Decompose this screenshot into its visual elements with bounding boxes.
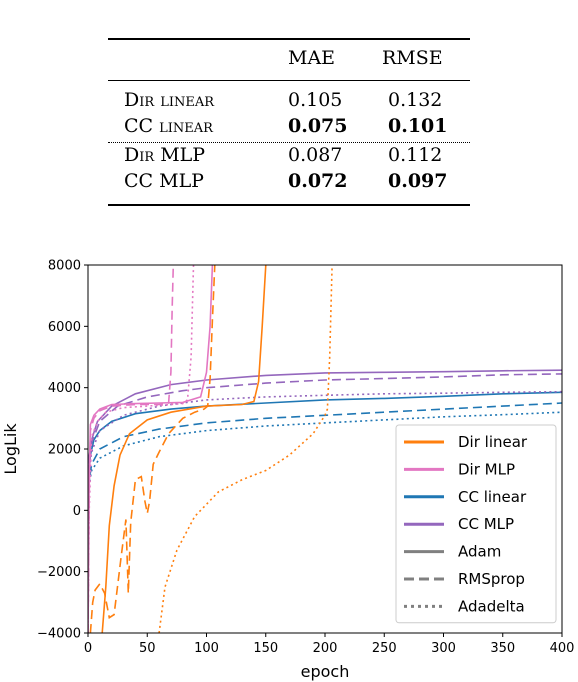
series-line-cc-mlp-rmsprop [88,373,562,474]
series-line-cc-linear-adam [88,391,562,486]
row-rmse-value: 0.097 [388,170,448,192]
row-rmse-value: 0.101 [388,115,448,137]
series-line-cc-mlp-adam [88,369,562,465]
row-mae-value: 0.072 [288,170,348,192]
x-tick-label: 350 [490,641,515,656]
row-model-name: Dir MLP [124,144,206,166]
legend-label: Adam [458,543,501,561]
series-line-dir-linear-adam [101,265,267,633]
x-tick-label: 200 [313,641,338,656]
row-rmse-value: 0.132 [388,89,443,111]
axes-layer: 0 50 100 150 200 250 300 350 400 −4000 −2000 0 2000 4… [37,259,574,657]
series-line-cc-linear-rmsprop [88,402,562,490]
table-dotted-rule [108,142,470,143]
x-tick-label: 250 [372,641,397,656]
x-tick-label: 150 [253,641,278,656]
row-mae-value: 0.087 [288,144,343,166]
row-mae-value: 0.105 [288,89,343,111]
legend-label: RMSprop [458,570,525,588]
loglik-chart: 0 50 100 150 200 250 300 350 400 −4000 −2000 0 2000 4… [1,259,574,682]
series-line-dir-mlp-adam [88,265,214,633]
table-bottom-rule [108,204,470,206]
table-mid-rule [108,80,470,81]
y-tick-label: −4000 [37,627,81,642]
y-tick-label: 8000 [48,259,81,274]
x-tick-label: 0 [84,641,92,656]
legend-label: CC MLP [458,515,514,533]
x-axis-label: epoch [301,662,350,681]
series-line-cc-linear-adadelta [88,411,562,493]
row-model-name: Dir linear [124,89,215,111]
y-tick-label: 6000 [48,320,81,335]
row-rmse-value: 0.112 [388,144,443,166]
x-tick-label: 100 [194,641,219,656]
header-mae: MAE [288,47,336,69]
header-rmse: RMSE [382,47,443,69]
x-tick-label: 50 [139,641,156,656]
series-layer [88,265,562,633]
series-line-dir-linear-adadelta [158,265,333,633]
row-model-name: CC linear [124,115,213,137]
y-tick-label: 2000 [48,443,81,458]
row-model-name: CC MLP [124,170,204,192]
legend-label: Adadelta [458,597,525,615]
series-line-dir-linear-rmsprop [89,265,216,633]
legend-label: Dir MLP [458,460,515,478]
row-mae-value: 0.075 [288,115,348,137]
x-tick-label: 300 [431,641,456,656]
y-tick-label: −2000 [37,565,81,580]
legend-label: CC linear [458,488,527,506]
y-tick-label: 0 [73,504,81,519]
y-tick-label: 4000 [48,381,81,396]
legend-box [395,424,557,624]
series-line-dir-mlp-adadelta [88,265,195,633]
legend: Dir linear Dir MLP CC linear CC MLP Adam RMSp… [395,424,557,624]
y-axis-label: LogLik [1,423,20,475]
legend-label: Dir linear [458,433,528,451]
table-top-rule [108,38,470,40]
x-tick-label: 400 [550,641,575,656]
